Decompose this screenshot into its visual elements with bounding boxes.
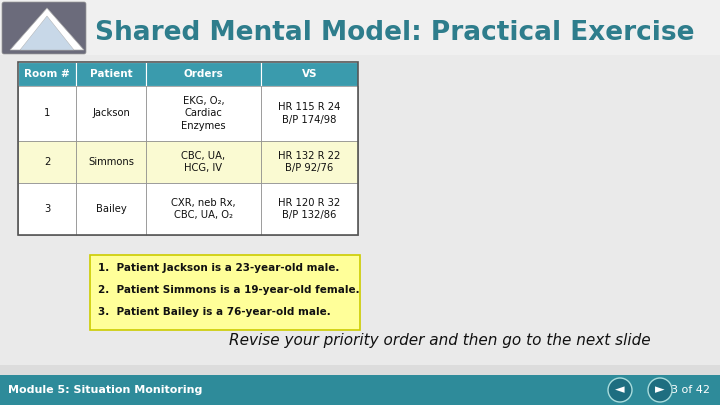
Text: 1: 1: [44, 109, 50, 119]
Text: Shared Mental Model: Practical Exercise: Shared Mental Model: Practical Exercise: [95, 20, 695, 46]
Text: 3.  Patient Bailey is a 76-year-old male.: 3. Patient Bailey is a 76-year-old male.: [98, 307, 330, 317]
Bar: [146, 62, 261, 86]
Text: Simmons: Simmons: [88, 157, 134, 167]
Bar: [90, 255, 360, 330]
Bar: [18, 141, 76, 183]
Bar: [0, 0, 720, 55]
Bar: [76, 183, 146, 235]
Text: Room #: Room #: [24, 69, 70, 79]
Text: Orders: Orders: [184, 69, 223, 79]
Bar: [18, 62, 76, 86]
Text: CBC, UA,
HCG, IV: CBC, UA, HCG, IV: [181, 151, 225, 173]
Text: HR 115 R 24
B/P 174/98: HR 115 R 24 B/P 174/98: [279, 102, 341, 125]
Text: Module 5: Situation Monitoring: Module 5: Situation Monitoring: [8, 385, 202, 395]
Bar: [146, 183, 261, 235]
Text: 2.  Patient Simmons is a 19-year-old female.: 2. Patient Simmons is a 19-year-old fema…: [98, 285, 359, 295]
Text: ►: ►: [655, 384, 665, 396]
Text: Bailey: Bailey: [96, 204, 127, 214]
Text: HR 120 R 32
B/P 132/86: HR 120 R 32 B/P 132/86: [279, 198, 341, 220]
Text: EKG, O₂,
Cardiac
Enzymes: EKG, O₂, Cardiac Enzymes: [181, 96, 226, 131]
Text: CXR, neb Rx,
CBC, UA, O₂: CXR, neb Rx, CBC, UA, O₂: [171, 198, 236, 220]
Circle shape: [608, 378, 632, 402]
Text: ◄: ◄: [615, 384, 625, 396]
Text: Patient: Patient: [90, 69, 132, 79]
Bar: [0, 55, 720, 365]
Polygon shape: [20, 16, 74, 50]
Bar: [18, 62, 358, 235]
Bar: [76, 62, 146, 86]
Text: Revise your priority order and then go to the next slide: Revise your priority order and then go t…: [229, 333, 651, 347]
Bar: [261, 86, 358, 141]
Text: VS: VS: [302, 69, 318, 79]
Bar: [146, 141, 261, 183]
FancyBboxPatch shape: [2, 2, 86, 54]
Text: 33 of 42: 33 of 42: [664, 385, 710, 395]
Bar: [18, 86, 76, 141]
Bar: [76, 86, 146, 141]
Bar: [76, 141, 146, 183]
Bar: [0, 375, 720, 405]
Polygon shape: [10, 8, 84, 50]
Text: Jackson: Jackson: [92, 109, 130, 119]
Text: 3: 3: [44, 204, 50, 214]
Text: 1.  Patient Jackson is a 23-year-old male.: 1. Patient Jackson is a 23-year-old male…: [98, 263, 339, 273]
Bar: [18, 183, 76, 235]
Text: HR 132 R 22
B/P 92/76: HR 132 R 22 B/P 92/76: [279, 151, 341, 173]
Bar: [261, 141, 358, 183]
Circle shape: [648, 378, 672, 402]
Bar: [146, 86, 261, 141]
Bar: [261, 62, 358, 86]
Bar: [261, 183, 358, 235]
Text: 2: 2: [44, 157, 50, 167]
